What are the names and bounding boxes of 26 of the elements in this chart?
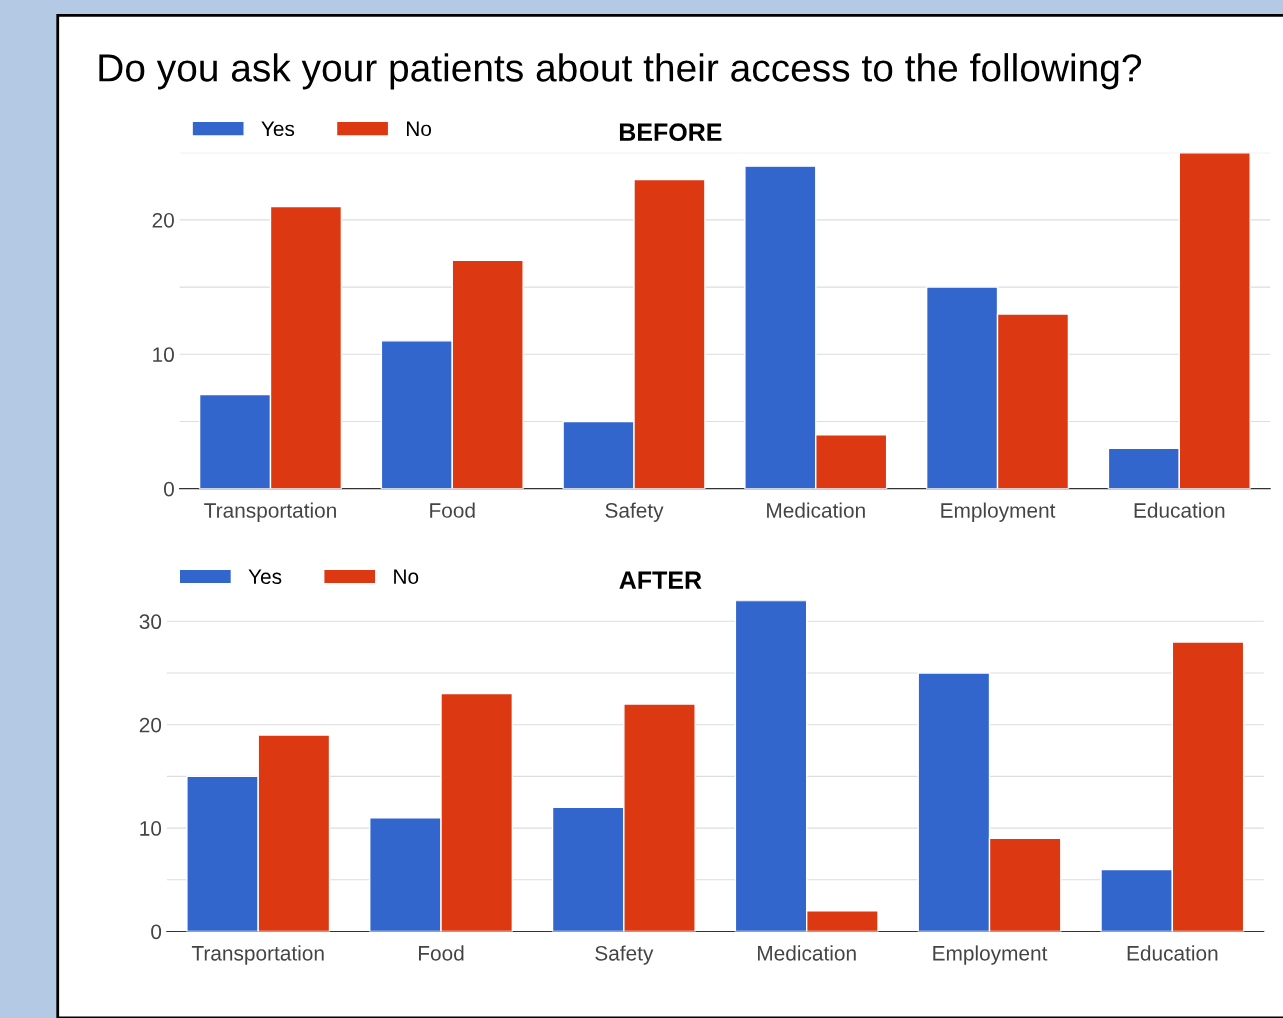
x-tick-label: Medication [767, 502, 865, 518]
x-tick-label: Education [1134, 502, 1225, 518]
legend-label: No [406, 121, 432, 137]
x-tick-label: Transportation [204, 502, 336, 522]
chart-subtitle: BEFORE [619, 123, 722, 142]
y-tick-label: 20 [139, 717, 162, 733]
legend-label: Yes [248, 569, 282, 584]
x-tick-label: Education [1127, 945, 1218, 961]
y-tick-label: 30 [139, 614, 162, 630]
y-tick-label: 20 [152, 212, 174, 228]
x-tick-label: Safety [605, 502, 664, 522]
y-tick-label: 10 [140, 821, 162, 836]
chart-subtitle: AFTER [619, 571, 702, 589]
x-tick-label: Safety [595, 945, 654, 965]
y-tick-label: 0 [163, 481, 174, 497]
x-tick-label: Transportation [191, 945, 324, 965]
y-tick-label: 0 [151, 924, 162, 940]
chart-title: Do you ask your patients about their access to the following? [99, 53, 1142, 90]
x-tick-label: Employment [941, 502, 1056, 522]
legend-label: No [394, 569, 419, 584]
legend-label: Yes [261, 121, 295, 137]
x-tick-label: Employment [933, 945, 1048, 965]
x-tick-label: Medication [758, 945, 856, 961]
x-tick-label: Food [419, 945, 464, 961]
y-tick-label: 10 [153, 347, 174, 363]
x-tick-label: Food [430, 502, 475, 518]
